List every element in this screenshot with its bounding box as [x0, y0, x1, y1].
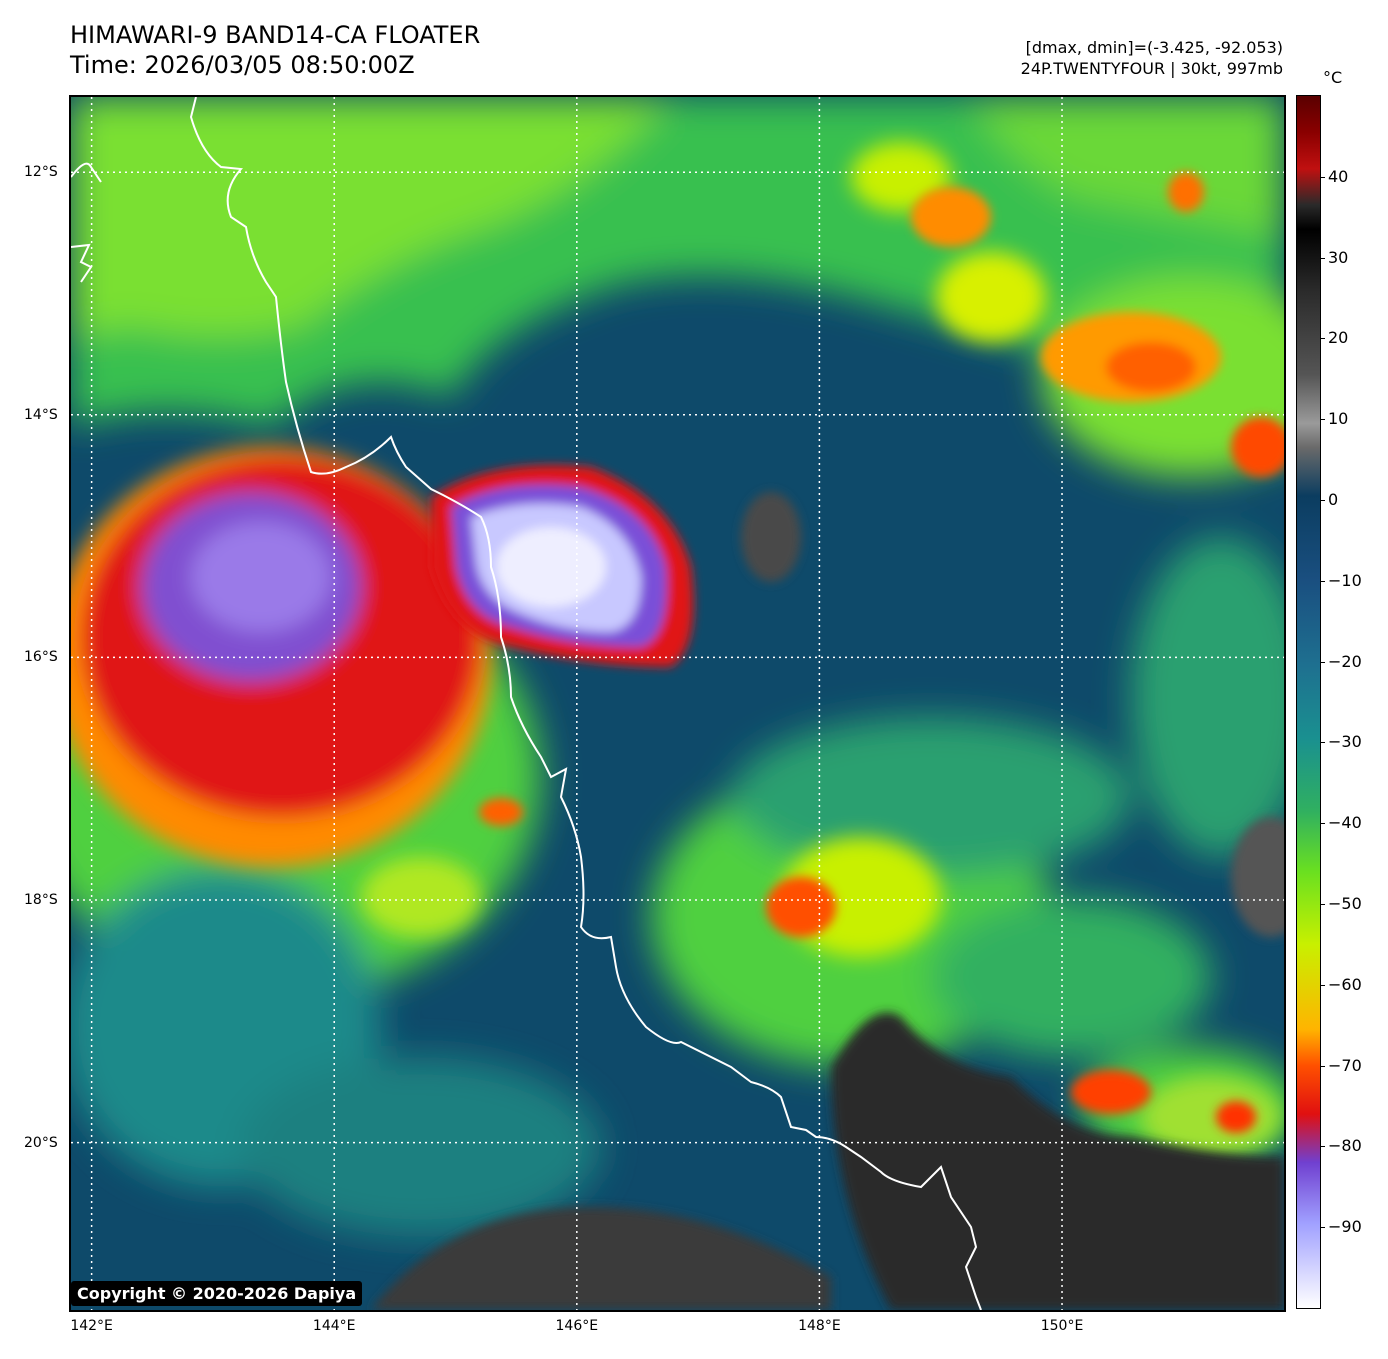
colorbar-tick-label: −20 [1328, 651, 1362, 671]
title-line-1: HIMAWARI-9 BAND14-CA FLOATER [70, 21, 481, 49]
colorbar-tick [1320, 1146, 1325, 1148]
colorbar-tick [1320, 1065, 1325, 1067]
land-area-dark [371, 492, 1284, 1310]
x-tick-label: 144°E [312, 1318, 356, 1334]
colorbar-tick [1320, 904, 1325, 905]
colorbar-tick-label: −10 [1328, 570, 1362, 590]
colorbar-tick [1320, 1227, 1325, 1229]
x-tick-label: 150°E [1040, 1318, 1084, 1334]
coastline-peninsula [71, 243, 93, 283]
colorbar-tick [1320, 984, 1325, 986]
colorbar-tick [1320, 661, 1325, 663]
colorbar-tick-label: 40 [1328, 166, 1349, 186]
colorbar-tick [1320, 742, 1325, 744]
y-tick-label: 16°S [24, 649, 58, 666]
x-tick-label: 148°E [798, 1318, 841, 1334]
convection-core [431, 465, 694, 667]
x-tick-label: 146°E [555, 1318, 599, 1334]
colorbar-tick-label: −40 [1328, 813, 1362, 833]
colorbar-tick [1320, 500, 1325, 501]
chart-title: HIMAWARI-9 BAND14-CA FLOATER Time: 2026/… [70, 20, 480, 80]
data-range-text: [dmax, dmin]=(-3.425, -92.053) [1025, 38, 1283, 57]
colorbar-tick-label: 10 [1328, 409, 1349, 429]
y-tick-label: 20°S [24, 1134, 58, 1151]
satellite-imagery [71, 97, 1284, 1310]
colorbar-tick [1320, 419, 1325, 421]
colorbar-tick [1320, 257, 1325, 259]
gridlines [71, 97, 1284, 1310]
colorbar-tick [1320, 823, 1325, 825]
colorbar-tick [1320, 338, 1325, 340]
colorbar-tick-label: −60 [1328, 974, 1362, 994]
storm-info: [dmax, dmin]=(-3.425, -92.053) 24P.TWENT… [1021, 37, 1283, 79]
coastline-north [71, 162, 102, 183]
colorbar-tick [1320, 176, 1325, 178]
colorbar-tick-label: −80 [1328, 1136, 1362, 1156]
colorbar-tick-label: −50 [1328, 894, 1362, 913]
colorbar [1296, 95, 1321, 1309]
colorbar-tick [1320, 580, 1325, 582]
convection-west [71, 447, 491, 867]
y-tick-label: 18°S [24, 892, 58, 908]
copyright-label: Copyright © 2020-2026 Dapiya [71, 1281, 363, 1306]
colorbar-tick-label: −70 [1328, 1055, 1362, 1075]
colorbar-unit: °C [1323, 68, 1343, 87]
colorbar-tick-label: −30 [1328, 732, 1362, 752]
x-tick-label: 142°E [70, 1318, 113, 1334]
colorbar-tick-label: 30 [1328, 247, 1349, 267]
storm-name-text: 24P.TWENTYFOUR | 30kt, 997mb [1020, 59, 1283, 78]
colorbar-tick-label: 0 [1328, 490, 1339, 509]
satellite-map[interactable] [69, 95, 1286, 1312]
coastline [189, 97, 982, 1310]
y-tick-label: 12°S [24, 164, 58, 181]
y-tick-label: 14°S [24, 406, 58, 423]
title-line-2: Time: 2026/03/05 08:50:00Z [70, 51, 415, 79]
cloud-field-orange [479, 172, 1284, 1133]
colorbar-tick-label: −90 [1328, 1217, 1362, 1237]
colorbar-tick-label: 20 [1328, 328, 1349, 348]
